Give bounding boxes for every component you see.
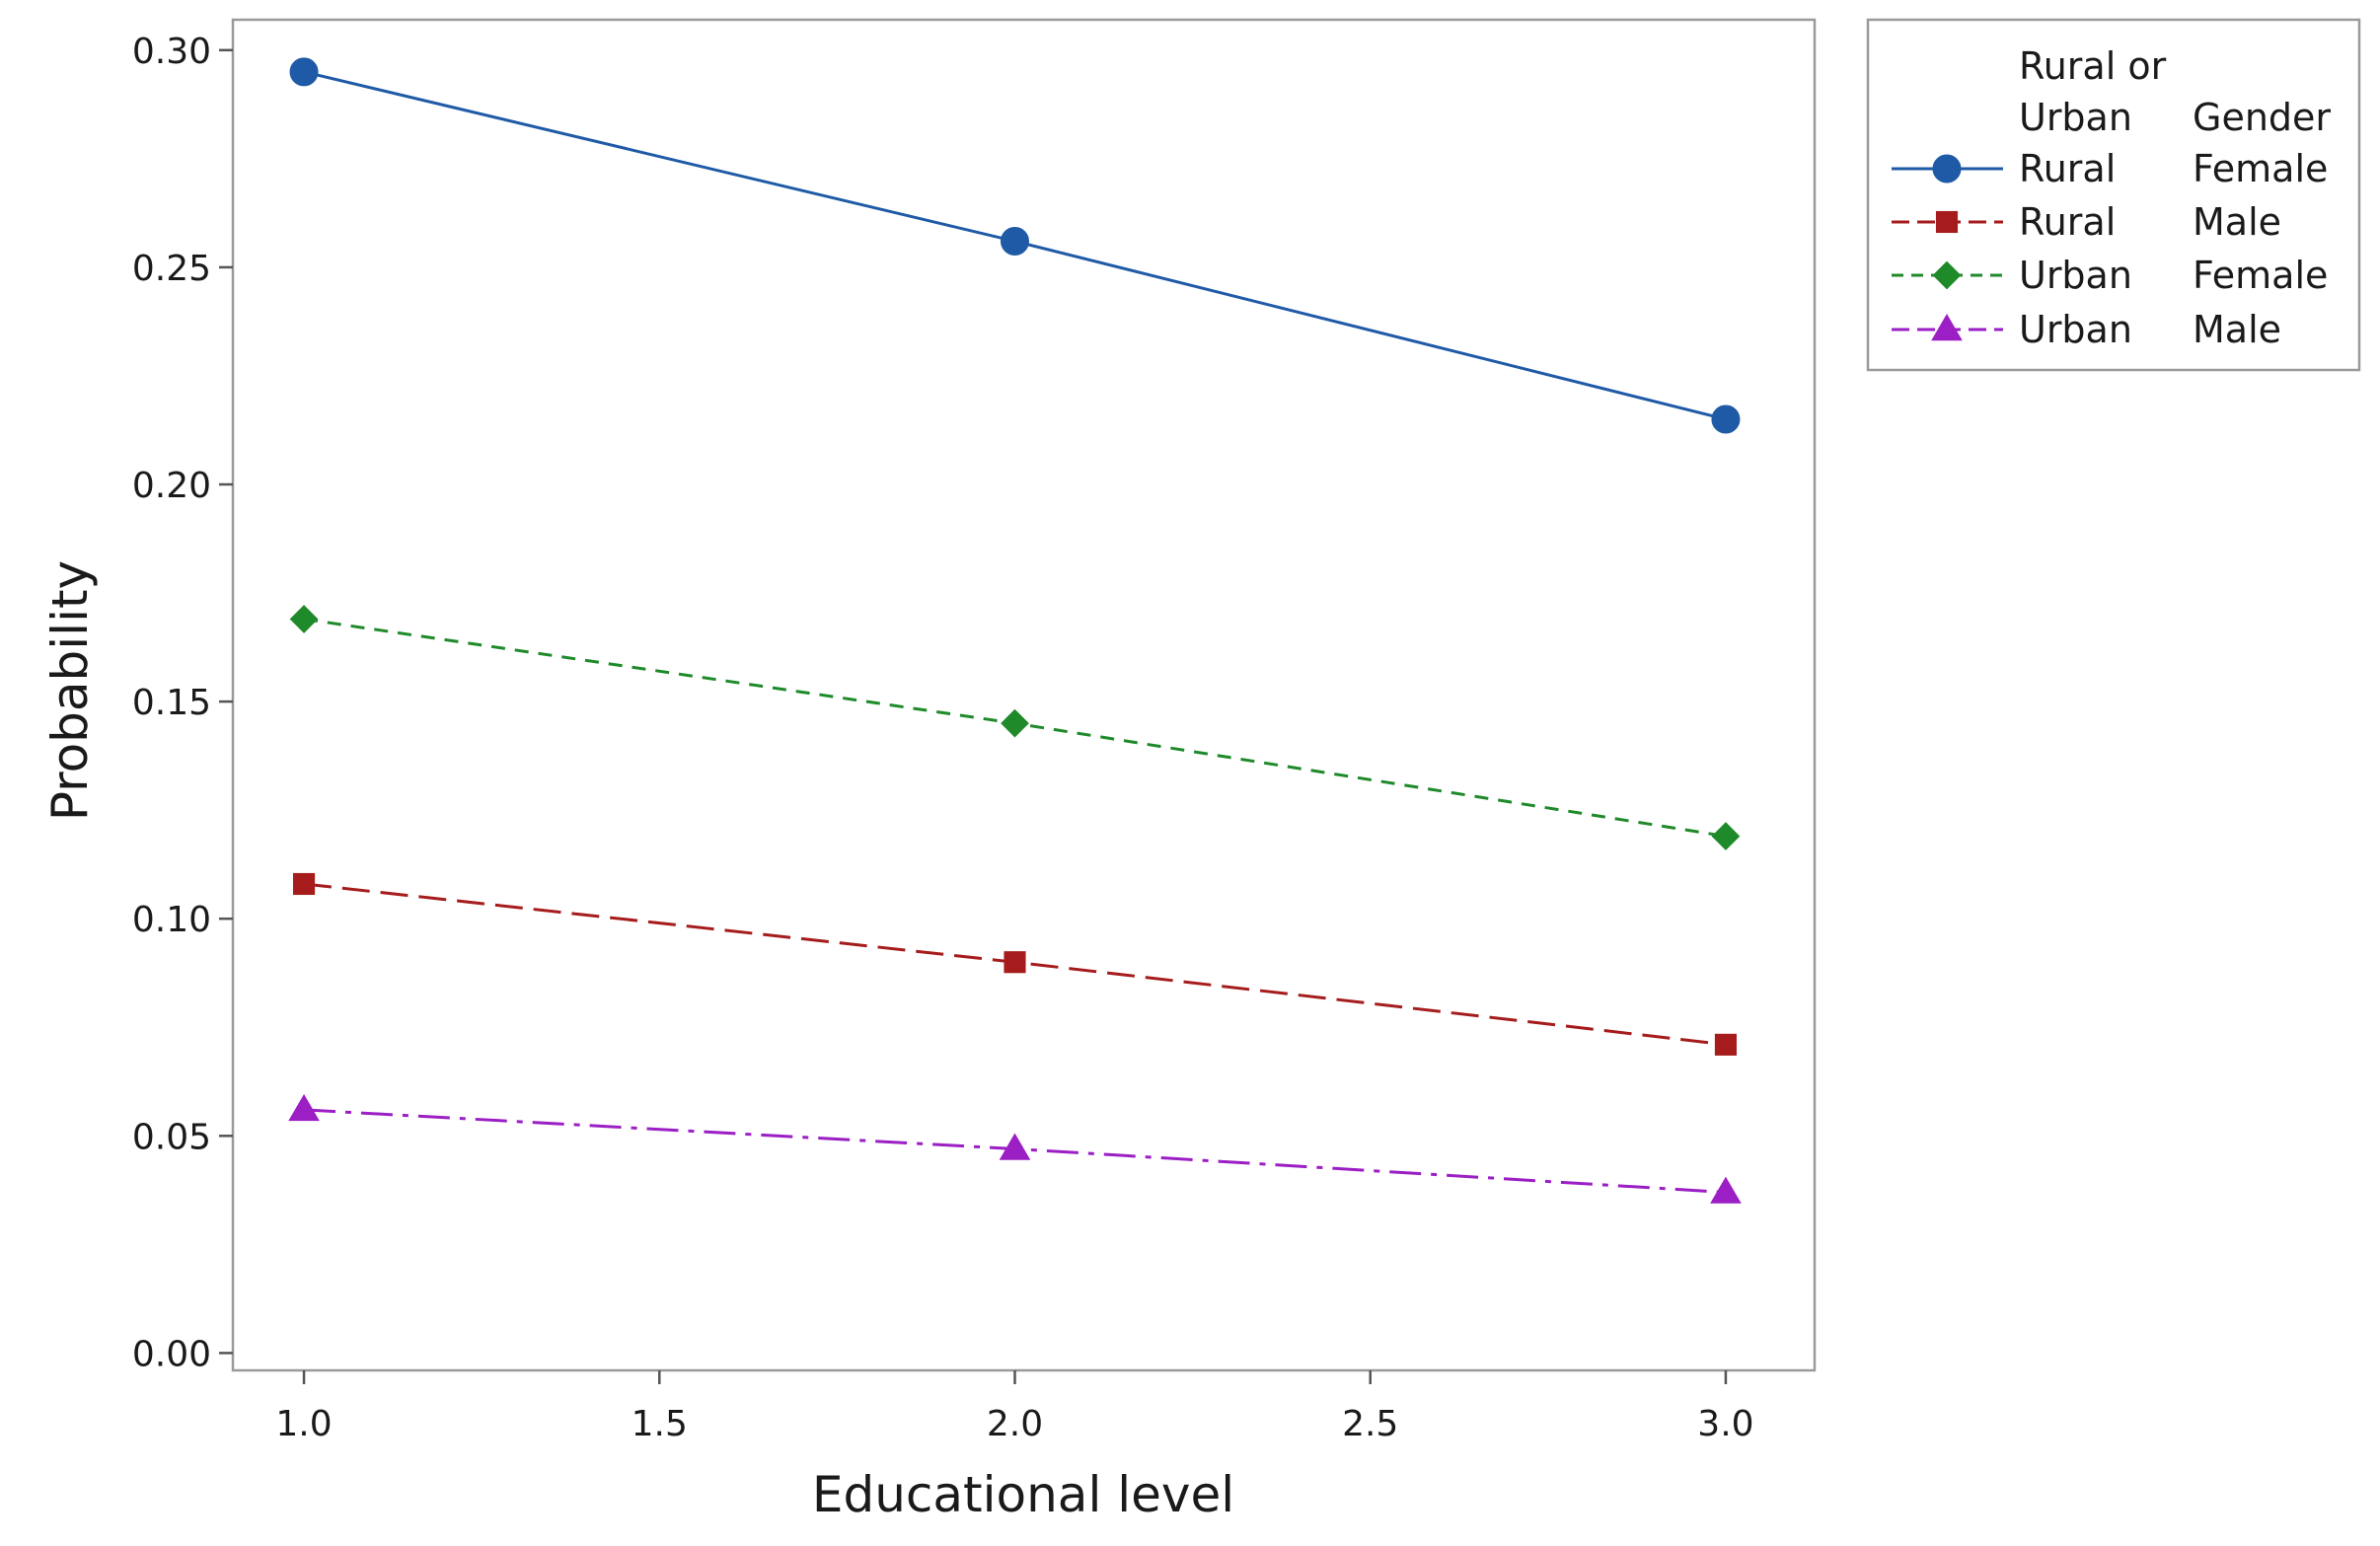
data-point-urban-female [1001, 708, 1029, 738]
x-tick-label: 1.5 [632, 1404, 688, 1444]
data-point-rural-female [1711, 405, 1741, 434]
data-point-rural-female [1000, 226, 1029, 256]
legend-item-rural-female: Rural Female [1892, 147, 2328, 190]
y-tick-label: 0.10 [132, 900, 211, 940]
x-tick-label: 1.0 [275, 1404, 332, 1444]
y-tick-label: 0.15 [132, 683, 211, 723]
legend-item-urban-female: Urban Female [1892, 254, 2328, 297]
legend-marker [1931, 314, 1963, 341]
legend-label-gender: Male [2193, 200, 2281, 244]
legend-label-rural-or-urban: Urban [2019, 308, 2132, 351]
legend-header-gender: Gender [2193, 96, 2331, 139]
series-urban-male [288, 1093, 1742, 1204]
plot-area [231, 18, 1817, 1372]
y-tick-label: 0.20 [132, 466, 211, 506]
legend-label-rural-or-urban: Rural [2019, 147, 2116, 190]
legend-item-rural-male: Rural Male [1892, 200, 2281, 244]
legend-label-gender: Female [2193, 147, 2328, 190]
legend-label-rural-or-urban: Urban [2019, 254, 2132, 297]
data-point-rural-male [1004, 951, 1026, 974]
legend-marker [1932, 154, 1962, 184]
data-point-urban-male [1710, 1176, 1742, 1204]
series-urban-female [289, 605, 1741, 850]
legend-label-rural-or-urban: Rural [2019, 200, 2116, 244]
legend-header-rural-or-urban-line2: Urban [2019, 96, 2132, 139]
legend-item-urban-male: Urban Male [1892, 308, 2281, 351]
series-rural-male [292, 872, 1738, 1056]
legend-marker [1932, 260, 1962, 290]
legend-entries: Rural Female Rural Male Urban Female Urban Male [1892, 147, 2328, 351]
series-rural-female [289, 57, 1741, 434]
legend-marker [1935, 210, 1959, 234]
data-point-rural-male [292, 872, 316, 896]
legend: Rural or Urban Gender Rural Female Rural Ma… [1866, 18, 2361, 372]
y-axis-title: Probability [41, 560, 99, 821]
x-axis: 1.0 1.5 2.0 2.5 3.0 [275, 1370, 1754, 1444]
data-point-urban-male [288, 1093, 320, 1122]
data-point-urban-female [1711, 822, 1741, 850]
x-tick-label: 2.0 [987, 1404, 1043, 1444]
legend-label-gender: Female [2193, 254, 2328, 297]
x-axis-title: Educational level [812, 1466, 1234, 1523]
series-layer [288, 57, 1742, 1204]
y-tick-label: 0.00 [132, 1334, 211, 1374]
legend-box [1866, 18, 2361, 372]
y-tick-label: 0.05 [132, 1117, 211, 1157]
y-tick-label: 0.25 [132, 249, 211, 289]
legend-label-gender: Male [2193, 308, 2281, 351]
legend-header-rural-or-urban-line1: Rural or [2019, 44, 2167, 88]
data-point-rural-female [289, 57, 319, 87]
x-tick-label: 3.0 [1697, 1404, 1753, 1444]
data-point-urban-female [289, 605, 319, 633]
data-point-urban-male [999, 1133, 1031, 1160]
x-tick-label: 2.5 [1342, 1404, 1398, 1444]
data-point-rural-male [1714, 1033, 1738, 1056]
y-axis: 0.00 0.05 0.10 0.15 0.20 0.25 0.30 [132, 32, 233, 1374]
y-tick-label: 0.30 [132, 32, 211, 72]
